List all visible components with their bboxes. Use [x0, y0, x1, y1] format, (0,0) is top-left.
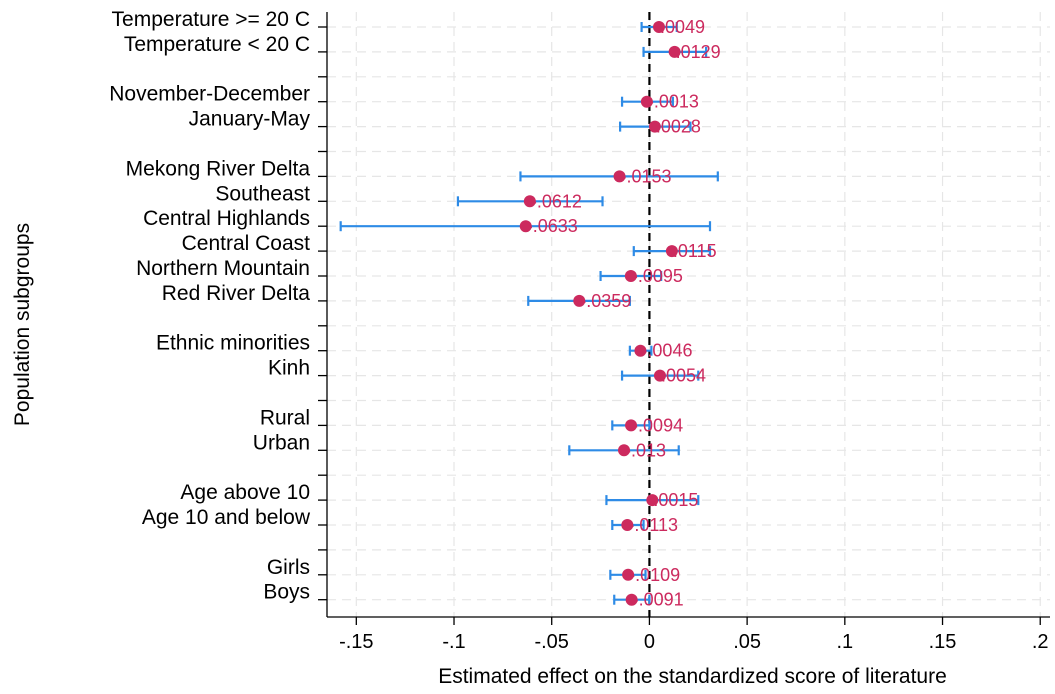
estimate-point: [653, 369, 666, 382]
estimate-point: [523, 195, 536, 208]
y-axis-title: Population subgroups: [11, 223, 34, 426]
estimate-value-label: -.0612: [531, 191, 582, 211]
y-tick-label: Age 10 and below: [142, 506, 311, 529]
y-tick-label: Rural: [260, 406, 310, 429]
y-tick-label: Red River Delta: [162, 282, 311, 305]
y-tick-label: Urban: [253, 431, 310, 454]
y-tick-label: November-December: [109, 83, 310, 106]
estimate-point: [648, 120, 661, 133]
estimate-value-label: .0049: [660, 17, 705, 37]
estimate-value-label: -.0091: [633, 590, 684, 610]
estimate-point: [634, 344, 647, 357]
y-tick-label: Mekong River Delta: [126, 157, 311, 180]
estimate-value-label: -.0633: [527, 216, 578, 236]
estimate-point: [622, 568, 635, 581]
x-tick-layer: -.15 -.1 -.05 0 .05 .1 .15 .2: [339, 617, 1049, 653]
estimate-point: [573, 294, 586, 307]
point-layer: [519, 21, 681, 606]
estimate-point: [665, 245, 678, 258]
x-tick-label: .05: [733, 631, 761, 653]
estimate-point: [624, 270, 637, 282]
x-tick-label: .2: [1032, 631, 1049, 653]
axes-layer: [326, 12, 1050, 618]
estimate-value-label: .0129: [676, 42, 721, 62]
estimate-point: [652, 21, 665, 33]
estimate-value-label: -.0046: [641, 341, 692, 361]
estimate-value-label: .0015: [653, 490, 698, 510]
estimate-value-label: -.0153: [621, 166, 672, 186]
y-tick-label: Northern Mountain: [136, 257, 310, 280]
estimate-point: [625, 419, 638, 432]
estimate-value-label: -.0013: [648, 92, 699, 112]
x-tick-label: -.1: [442, 631, 465, 653]
estimate-point: [625, 593, 638, 606]
estimate-value-label: .0115: [673, 241, 717, 261]
x-axis-title: Estimated effect on the standardized sco…: [438, 665, 947, 688]
estimate-value-label: -.0095: [632, 266, 683, 286]
estimate-value-label: -.013: [625, 440, 666, 460]
y-tick-label: Southeast: [215, 182, 310, 205]
estimate-value-label: .0054: [661, 366, 706, 386]
estimate-point: [668, 45, 681, 58]
estimate-point: [640, 95, 653, 108]
x-tick-label: -.15: [339, 631, 373, 653]
estimate-value-label: -.0359: [580, 291, 631, 311]
x-tick-label: .15: [929, 631, 957, 653]
estimate-point: [621, 519, 634, 531]
y-tick-label: Ethnic minorities: [156, 332, 310, 355]
x-tick-label: -.05: [534, 631, 568, 653]
estimate-value-label: -.0113: [628, 515, 678, 535]
y-tick-label: Girls: [267, 556, 310, 579]
estimate-value-label: -.0094: [632, 415, 683, 435]
estimate-point: [646, 494, 659, 507]
estimate-point: [618, 444, 631, 457]
estimate-point: [519, 220, 532, 233]
y-tick-label: Central Coast: [182, 232, 311, 255]
estimate-value-label: .0028: [656, 117, 701, 137]
y-tick-label: Kinh: [268, 357, 310, 380]
y-tick-label: Central Highlands: [143, 207, 310, 230]
y-tick-label: Age above 10: [180, 481, 310, 504]
x-tick-label: 0: [644, 631, 655, 653]
y-tick-label: Temperature >= 20 C: [112, 8, 310, 31]
x-tick-label: .1: [836, 631, 853, 653]
estimate-point: [613, 170, 626, 183]
y-tick-label: Boys: [263, 581, 310, 604]
estimate-value-label: -.0109: [629, 565, 680, 585]
value-label-layer: .0049 .0129 -.0013 .0028 -.0153 -.0612 -.0633.…: [527, 17, 721, 610]
y-tick-label: January-May: [189, 108, 311, 131]
y-tick-label: Temperature < 20 C: [124, 33, 310, 56]
